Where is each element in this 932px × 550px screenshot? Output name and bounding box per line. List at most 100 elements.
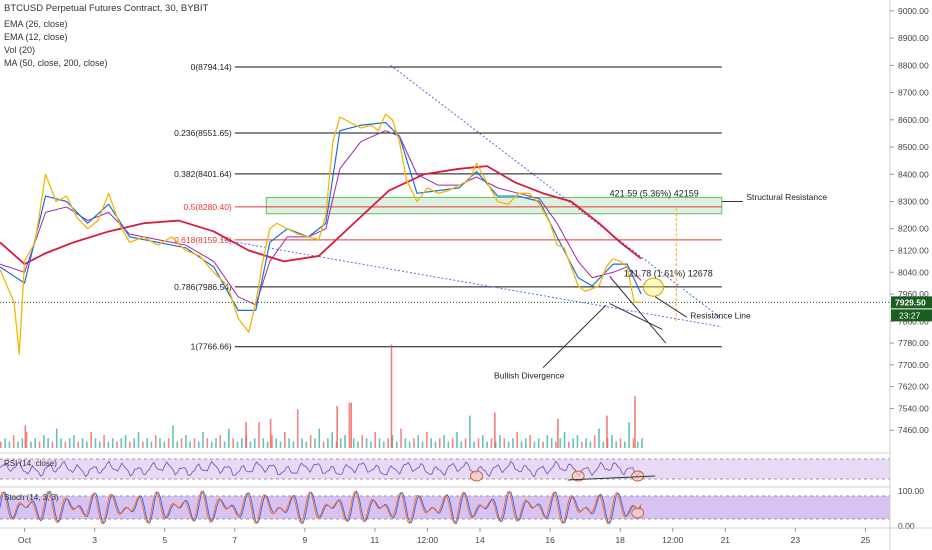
volume-bar xyxy=(615,441,617,448)
volume-bar xyxy=(51,441,54,448)
indicator-volume[interactable]: Vol (20) xyxy=(4,45,36,55)
resistance-zone xyxy=(265,196,723,215)
volume-bar xyxy=(159,438,161,448)
volume-bar xyxy=(279,441,282,448)
stoch-highlight xyxy=(631,507,645,519)
countdown-badge xyxy=(891,309,932,322)
volume-bar xyxy=(529,435,531,448)
wedge-line xyxy=(220,239,722,328)
volume-bar xyxy=(374,431,377,448)
volume-bar xyxy=(387,438,389,448)
volume-bar xyxy=(469,415,471,448)
volume-bar xyxy=(619,438,622,448)
fib-retracement[interactable]: 0(8794.14) 0.236(8551.65) 0.382(8401.64) 0.… xyxy=(174,62,722,352)
volume-bar xyxy=(253,438,256,448)
volume-bar xyxy=(400,428,402,448)
rsi-band xyxy=(0,459,890,479)
time-tick-label: 25 xyxy=(861,535,871,545)
price-tick-label: 8120.00 xyxy=(898,246,929,256)
volume-bar xyxy=(533,441,536,448)
volume-bar xyxy=(210,441,213,448)
volume-bar xyxy=(421,441,424,448)
price-tick-label: 9000.00 xyxy=(898,6,929,16)
volume-bar xyxy=(94,438,97,448)
volume-bar xyxy=(641,438,643,448)
stoch-pane: Stoch (14, 3, 3) 100.00 0.00 xyxy=(0,486,924,531)
ma200-line xyxy=(0,165,642,266)
volume-bar xyxy=(284,431,286,448)
volume-bar xyxy=(21,438,24,448)
volume-bar xyxy=(395,441,398,448)
volume-bar xyxy=(481,435,484,448)
volume-bar xyxy=(77,441,80,448)
volume-bar xyxy=(361,435,364,448)
stoch-label: Stoch (14, 3, 3) xyxy=(4,493,59,502)
volume-spike xyxy=(24,425,27,448)
volume-bar xyxy=(408,441,411,448)
volume-bar xyxy=(202,431,204,448)
volume-bar xyxy=(55,428,58,448)
volume-bar xyxy=(309,435,312,448)
volume-bar xyxy=(81,438,84,448)
volume-bar xyxy=(624,441,626,448)
volume-bar xyxy=(636,441,639,448)
volume-bar xyxy=(296,409,299,448)
volume-bar xyxy=(550,438,553,448)
volume-bar xyxy=(473,441,475,448)
volume-bar xyxy=(520,441,523,448)
volume-bar xyxy=(357,441,359,448)
volume-bar xyxy=(438,438,441,448)
price-tick-label: 8900.00 xyxy=(898,33,929,43)
volume-bar xyxy=(154,435,157,448)
volume-spike xyxy=(336,405,338,448)
volume-bar xyxy=(391,435,394,448)
volume-bar xyxy=(185,435,187,448)
volume-bar xyxy=(572,438,574,448)
volume-bar xyxy=(206,438,209,448)
indicator-ema12[interactable]: EMA (12, close) xyxy=(4,32,68,42)
volume-bar xyxy=(585,438,587,448)
annotations[interactable]: 421.59 (5.36%) 42159 121.78 (1.61%) 12678… xyxy=(494,189,827,381)
volume-bar xyxy=(404,438,407,448)
pointer-line xyxy=(654,296,688,318)
volume-bar xyxy=(430,438,432,448)
fib-level-label: 0.786(7986.54) xyxy=(174,282,232,292)
volume-bar xyxy=(288,438,290,448)
volume-bar xyxy=(215,438,217,448)
indicator-ema26[interactable]: EMA (26, close) xyxy=(4,19,68,29)
time-tick-label: 23 xyxy=(791,535,801,545)
volume-bar xyxy=(47,438,49,448)
volume-bar xyxy=(64,441,67,448)
volume-bar xyxy=(34,438,37,448)
volume-bar xyxy=(426,431,428,448)
annotation-label: Resistance Line xyxy=(690,311,751,321)
volume-bar xyxy=(460,441,463,448)
divergence-line xyxy=(609,276,667,344)
time-tick-label: 9 xyxy=(302,535,307,545)
volume-bar xyxy=(133,438,136,448)
stoch-tick-label: 100.00 xyxy=(898,486,924,496)
volume-bar xyxy=(537,438,540,448)
price-tick-label: 8300.00 xyxy=(898,196,929,206)
volume-bar xyxy=(150,441,153,448)
volume-bar xyxy=(240,438,243,448)
chart-title: BTCUSD Perpetual Futures Contract, 30, B… xyxy=(4,3,209,14)
countdown-label: 23:27 xyxy=(899,310,921,320)
target-circle xyxy=(642,277,664,297)
volume-bar xyxy=(456,431,458,448)
volume-bar xyxy=(348,402,351,448)
volume-bar xyxy=(490,438,493,448)
volume-bar xyxy=(499,435,501,448)
volume-bar xyxy=(464,438,467,448)
wedge-lines[interactable] xyxy=(0,64,890,344)
volume-bar xyxy=(107,441,110,448)
volume-bar xyxy=(301,438,303,448)
pointer-line xyxy=(542,304,607,368)
wedge-line xyxy=(390,64,723,319)
volume-bar xyxy=(4,438,6,448)
indicator-ma[interactable]: MA (50, close, 200, close) xyxy=(4,58,108,68)
time-tick-label: 18 xyxy=(615,535,625,545)
volume-bar xyxy=(292,441,295,448)
